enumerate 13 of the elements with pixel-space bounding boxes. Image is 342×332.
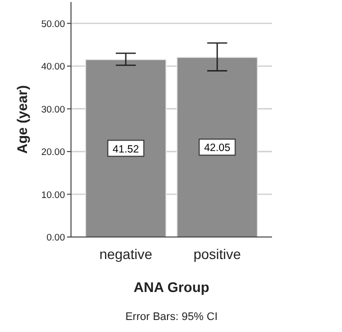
y-tick-label: 30.00 [41,104,65,116]
y-axis-title: Age (year) [14,85,30,154]
x-tick-label: negative [99,246,152,262]
y-tick-label: 40.00 [41,62,65,73]
text: Error Bars: 95% CI [125,311,218,323]
y-tick-label: 50.00 [41,18,65,30]
x-tick-label: positive [193,246,242,262]
data-label: 41.52 [112,143,140,156]
y-tick-label: 20.00 [41,147,65,158]
y-tick-label: 10.00 [41,190,65,201]
data-label: 42.05 [204,142,230,154]
y-tick-label: 0.00 [46,232,65,244]
x-axis-title: ANA Group [134,279,210,295]
